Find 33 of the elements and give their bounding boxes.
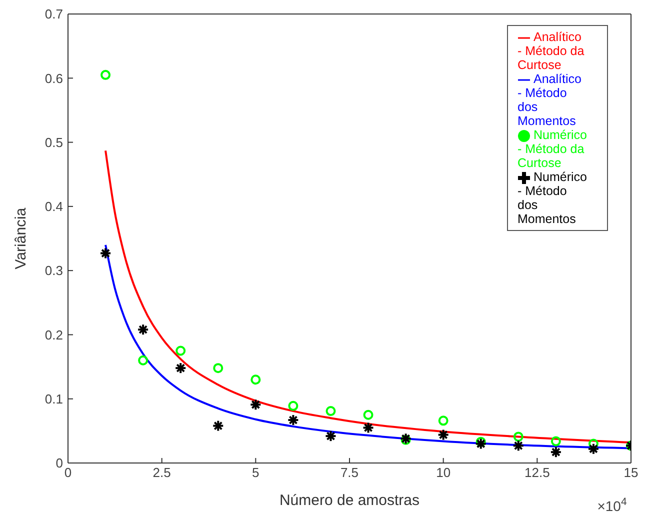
point xyxy=(250,374,261,385)
point xyxy=(288,400,298,411)
x-tick-label: 5 xyxy=(252,465,260,480)
x-tick-label: 10 xyxy=(436,465,451,480)
x-axis-title: Número de amostras xyxy=(279,492,420,509)
point xyxy=(138,355,148,366)
point xyxy=(213,363,224,374)
x-tick-label: 12.5 xyxy=(524,465,550,480)
y-tick-label: 0.3 xyxy=(44,263,63,278)
text: ×10$^{4}$ xyxy=(597,496,627,514)
legend-label: Analítico - Método dos Momentos xyxy=(518,72,582,128)
y-axis-title: Variância xyxy=(12,207,30,270)
x-tick-label: 15 xyxy=(624,465,638,480)
y-tick-label: 0.6 xyxy=(44,70,63,86)
y-tick-label: 0.5 xyxy=(44,134,63,150)
y-tick-label: 0.4 xyxy=(44,199,63,214)
y-tick-label: 0.7 xyxy=(44,6,63,22)
x-tick-label: 2.5 xyxy=(152,465,171,480)
point xyxy=(100,70,111,80)
point xyxy=(476,436,486,447)
legend-label: Analítico - Método da Curtose xyxy=(518,30,584,72)
x-tick-label: 7.5 xyxy=(340,465,359,480)
y-tick-label: 0.2 xyxy=(44,327,63,342)
y-tick-label: 0 xyxy=(56,456,63,471)
point xyxy=(438,416,448,426)
point xyxy=(176,346,186,356)
legend-label: Numérico - Método da Curtose xyxy=(518,128,587,170)
point xyxy=(513,432,524,442)
point xyxy=(550,436,561,446)
legend-label: Numérico - Método dos Momentos xyxy=(518,170,587,226)
point xyxy=(363,410,374,420)
point xyxy=(326,406,336,416)
y-tick-label: 0.1 xyxy=(44,391,63,406)
